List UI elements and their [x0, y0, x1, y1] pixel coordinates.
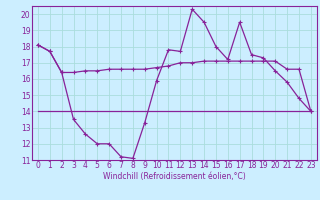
X-axis label: Windchill (Refroidissement éolien,°C): Windchill (Refroidissement éolien,°C)	[103, 172, 246, 181]
